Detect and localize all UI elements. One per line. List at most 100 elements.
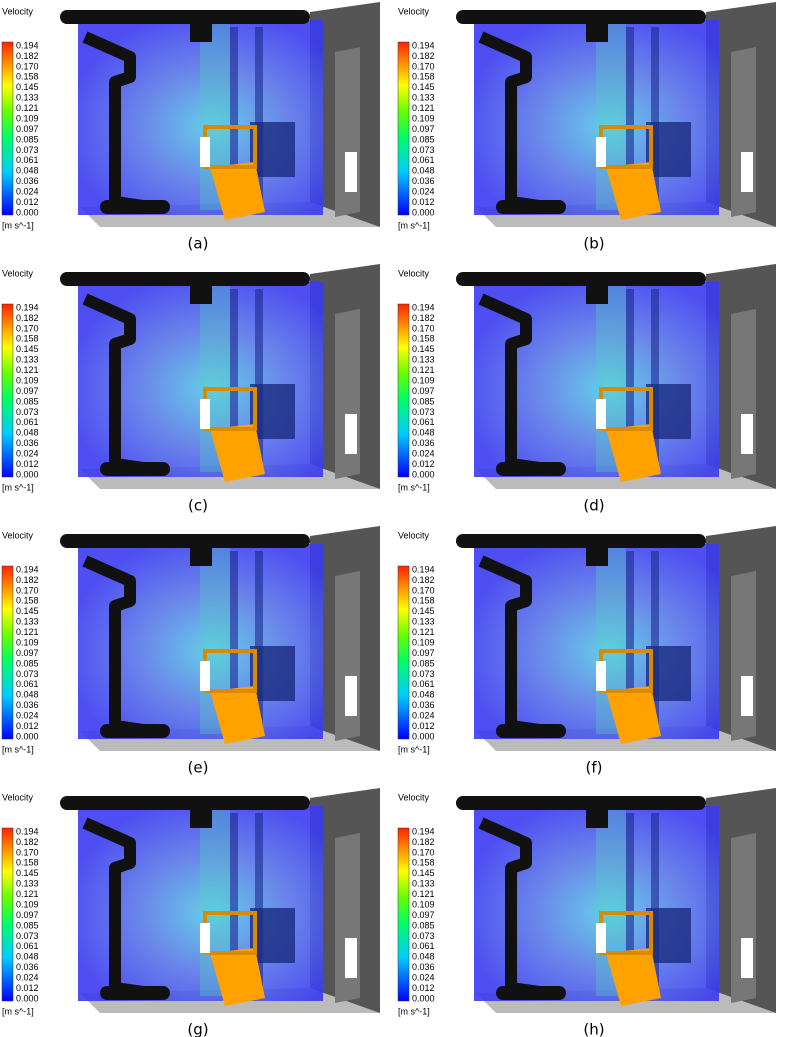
colorbar-label: 0.085 — [16, 920, 39, 930]
legend-title: Velocity — [398, 6, 430, 16]
colorbar-label: 0.158 — [16, 72, 39, 82]
colorbar-label: 0.012 — [16, 197, 39, 207]
colorbar-label: 0.145 — [16, 82, 39, 92]
colorbar-label: 0.133 — [16, 93, 39, 103]
colorbar-label: 0.170 — [16, 585, 39, 595]
panel: Velocity0.1940.1820.1700.1580.1450.1330.… — [1, 264, 380, 515]
colorbar — [1, 827, 14, 1002]
colorbar-label: 0.194 — [412, 826, 435, 836]
panel: Velocity0.1940.1820.1700.1580.1450.1330.… — [397, 788, 776, 1037]
colorbar-label: 0.121 — [412, 365, 435, 375]
colorbar-label: 0.048 — [16, 428, 39, 438]
cfd-scene — [60, 526, 380, 751]
colorbar-label: 0.170 — [16, 61, 39, 71]
colorbar-unit: [m s^-1] — [2, 1006, 34, 1016]
colorbar-label: 0.182 — [16, 837, 39, 847]
colorbar-label: 0.061 — [412, 679, 435, 689]
colorbar — [397, 303, 410, 478]
colorbar-unit: [m s^-1] — [398, 482, 430, 492]
colorbar — [397, 827, 410, 1002]
colorbar-label: 0.036 — [412, 962, 435, 972]
colorbar-label: 0.145 — [412, 82, 435, 92]
colorbar-label: 0.000 — [412, 469, 435, 479]
colorbar-label: 0.024 — [412, 187, 435, 197]
colorbar-unit: [m s^-1] — [2, 744, 34, 754]
legend-title: Velocity — [398, 530, 430, 540]
colorbar-label: 0.012 — [16, 983, 39, 993]
colorbar-label: 0.133 — [412, 617, 435, 627]
colorbar-label: 0.012 — [16, 721, 39, 731]
colorbar-label: 0.145 — [16, 344, 39, 354]
colorbar — [397, 41, 410, 216]
colorbar-label: 0.085 — [412, 920, 435, 930]
colorbar-label: 0.048 — [16, 166, 39, 176]
colorbar-label: 0.121 — [16, 889, 39, 899]
colorbar — [397, 565, 410, 740]
colorbar-label: 0.024 — [16, 187, 39, 197]
colorbar-label: 0.024 — [412, 973, 435, 983]
colorbar-label: 0.121 — [16, 627, 39, 637]
colorbar-label: 0.036 — [412, 700, 435, 710]
colorbar-label: 0.182 — [16, 575, 39, 585]
colorbar-label: 0.133 — [16, 879, 39, 889]
colorbar-label: 0.109 — [412, 375, 435, 385]
caption: (e) — [188, 759, 209, 777]
cfd-scene — [456, 2, 776, 227]
colorbar-label: 0.073 — [412, 407, 435, 417]
colorbar-label: 0.133 — [412, 93, 435, 103]
colorbar-label: 0.073 — [412, 931, 435, 941]
colorbar-label: 0.000 — [16, 731, 39, 741]
colorbar-label: 0.145 — [16, 868, 39, 878]
colorbar-label: 0.097 — [16, 910, 39, 920]
colorbar-label: 0.097 — [412, 124, 435, 134]
colorbar-label: 0.097 — [16, 648, 39, 658]
colorbar-label: 0.097 — [412, 386, 435, 396]
cfd-scene — [60, 264, 380, 489]
colorbar-label: 0.000 — [412, 731, 435, 741]
colorbar-label: 0.012 — [412, 459, 435, 469]
colorbar-label: 0.085 — [412, 396, 435, 406]
colorbar-label: 0.145 — [16, 606, 39, 616]
legend-title: Velocity — [2, 268, 34, 278]
panel: Velocity0.1940.1820.1700.1580.1450.1330.… — [397, 2, 776, 253]
colorbar-label: 0.145 — [412, 344, 435, 354]
colorbar-label: 0.121 — [412, 627, 435, 637]
colorbar-label: 0.158 — [412, 72, 435, 82]
legend-title: Velocity — [2, 530, 34, 540]
colorbar-label: 0.097 — [412, 648, 435, 658]
colorbar-unit: [m s^-1] — [2, 482, 34, 492]
colorbar-label: 0.170 — [412, 847, 435, 857]
colorbar-label: 0.158 — [412, 596, 435, 606]
legend-title: Velocity — [2, 6, 34, 16]
colorbar-label: 0.133 — [16, 617, 39, 627]
colorbar-label: 0.036 — [16, 176, 39, 186]
colorbar-label: 0.109 — [16, 637, 39, 647]
colorbar-label: 0.158 — [412, 334, 435, 344]
colorbar-label: 0.170 — [412, 585, 435, 595]
caption: (f) — [586, 759, 603, 777]
colorbar-label: 0.085 — [16, 658, 39, 668]
colorbar-label: 0.036 — [412, 176, 435, 186]
panel: Velocity0.1940.1820.1700.1580.1450.1330.… — [1, 526, 380, 777]
cfd-scene — [456, 788, 776, 1013]
cfd-scene — [456, 526, 776, 751]
colorbar-label: 0.158 — [16, 858, 39, 868]
colorbar-label: 0.061 — [16, 941, 39, 951]
colorbar-label: 0.170 — [16, 847, 39, 857]
colorbar-label: 0.182 — [412, 313, 435, 323]
colorbar-label: 0.097 — [16, 124, 39, 134]
colorbar-unit: [m s^-1] — [2, 220, 34, 230]
colorbar-label: 0.048 — [16, 690, 39, 700]
colorbar-label: 0.036 — [412, 438, 435, 448]
colorbar-label: 0.170 — [412, 323, 435, 333]
colorbar-label: 0.121 — [16, 365, 39, 375]
colorbar-label: 0.061 — [412, 417, 435, 427]
legend-title: Velocity — [398, 792, 430, 802]
colorbar-label: 0.170 — [16, 323, 39, 333]
colorbar-unit: [m s^-1] — [398, 744, 430, 754]
colorbar-label: 0.048 — [412, 952, 435, 962]
colorbar — [1, 565, 14, 740]
colorbar-label: 0.170 — [412, 61, 435, 71]
colorbar-label: 0.194 — [16, 564, 39, 574]
